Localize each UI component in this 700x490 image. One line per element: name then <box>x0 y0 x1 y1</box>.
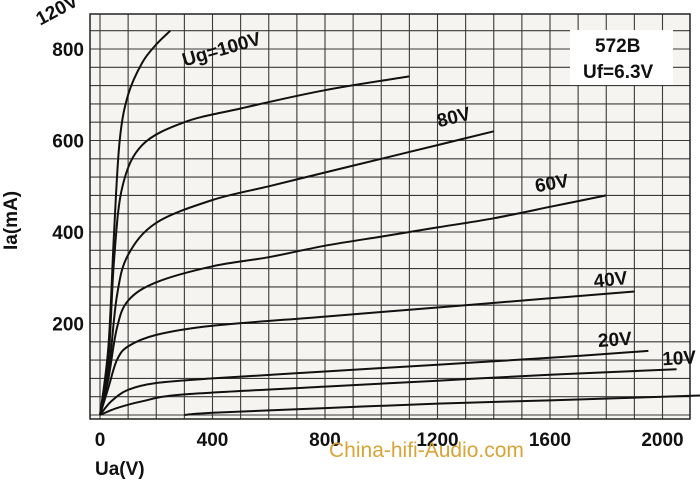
x-tick-label: 0 <box>95 430 106 451</box>
plot-border <box>89 13 691 420</box>
x-tick-label: 800 <box>309 430 341 451</box>
curve-80v <box>99 130 495 416</box>
info-tube-type: 572B <box>595 36 640 57</box>
x-tick-label: 1200 <box>416 430 458 451</box>
info-box: 572B Uf=6.3V <box>570 30 673 85</box>
curve-40v <box>99 290 635 416</box>
y-tick-label: 800 <box>52 40 84 61</box>
curve-label: 40V <box>593 268 629 292</box>
y-axis-title: Ia(mA) <box>1 191 22 250</box>
curve-ug-100v <box>99 75 410 416</box>
watermark-text: China-hifi-Audio.com <box>329 439 524 462</box>
y-tick-label: 200 <box>52 315 84 336</box>
curve-0v <box>184 394 700 416</box>
tick-labels: 04008001200160020002400200400600800 <box>52 40 683 451</box>
curve-60v <box>99 194 607 416</box>
info-box-background <box>570 30 673 85</box>
y-tick-label: 400 <box>52 223 84 244</box>
y-tick-label: 600 <box>52 132 84 153</box>
x-tick-label: 1600 <box>529 430 571 451</box>
info-filament-voltage: Uf=6.3V <box>583 62 654 83</box>
x-tick-label: 400 <box>197 430 229 451</box>
curve-label: 10V <box>662 347 697 370</box>
x-axis-title: Ua(V) <box>95 459 145 480</box>
curve-20v <box>99 349 649 416</box>
curve-label: 20V <box>597 329 633 352</box>
curve-10v <box>99 368 677 416</box>
x-tick-label: 2000 <box>641 430 683 451</box>
